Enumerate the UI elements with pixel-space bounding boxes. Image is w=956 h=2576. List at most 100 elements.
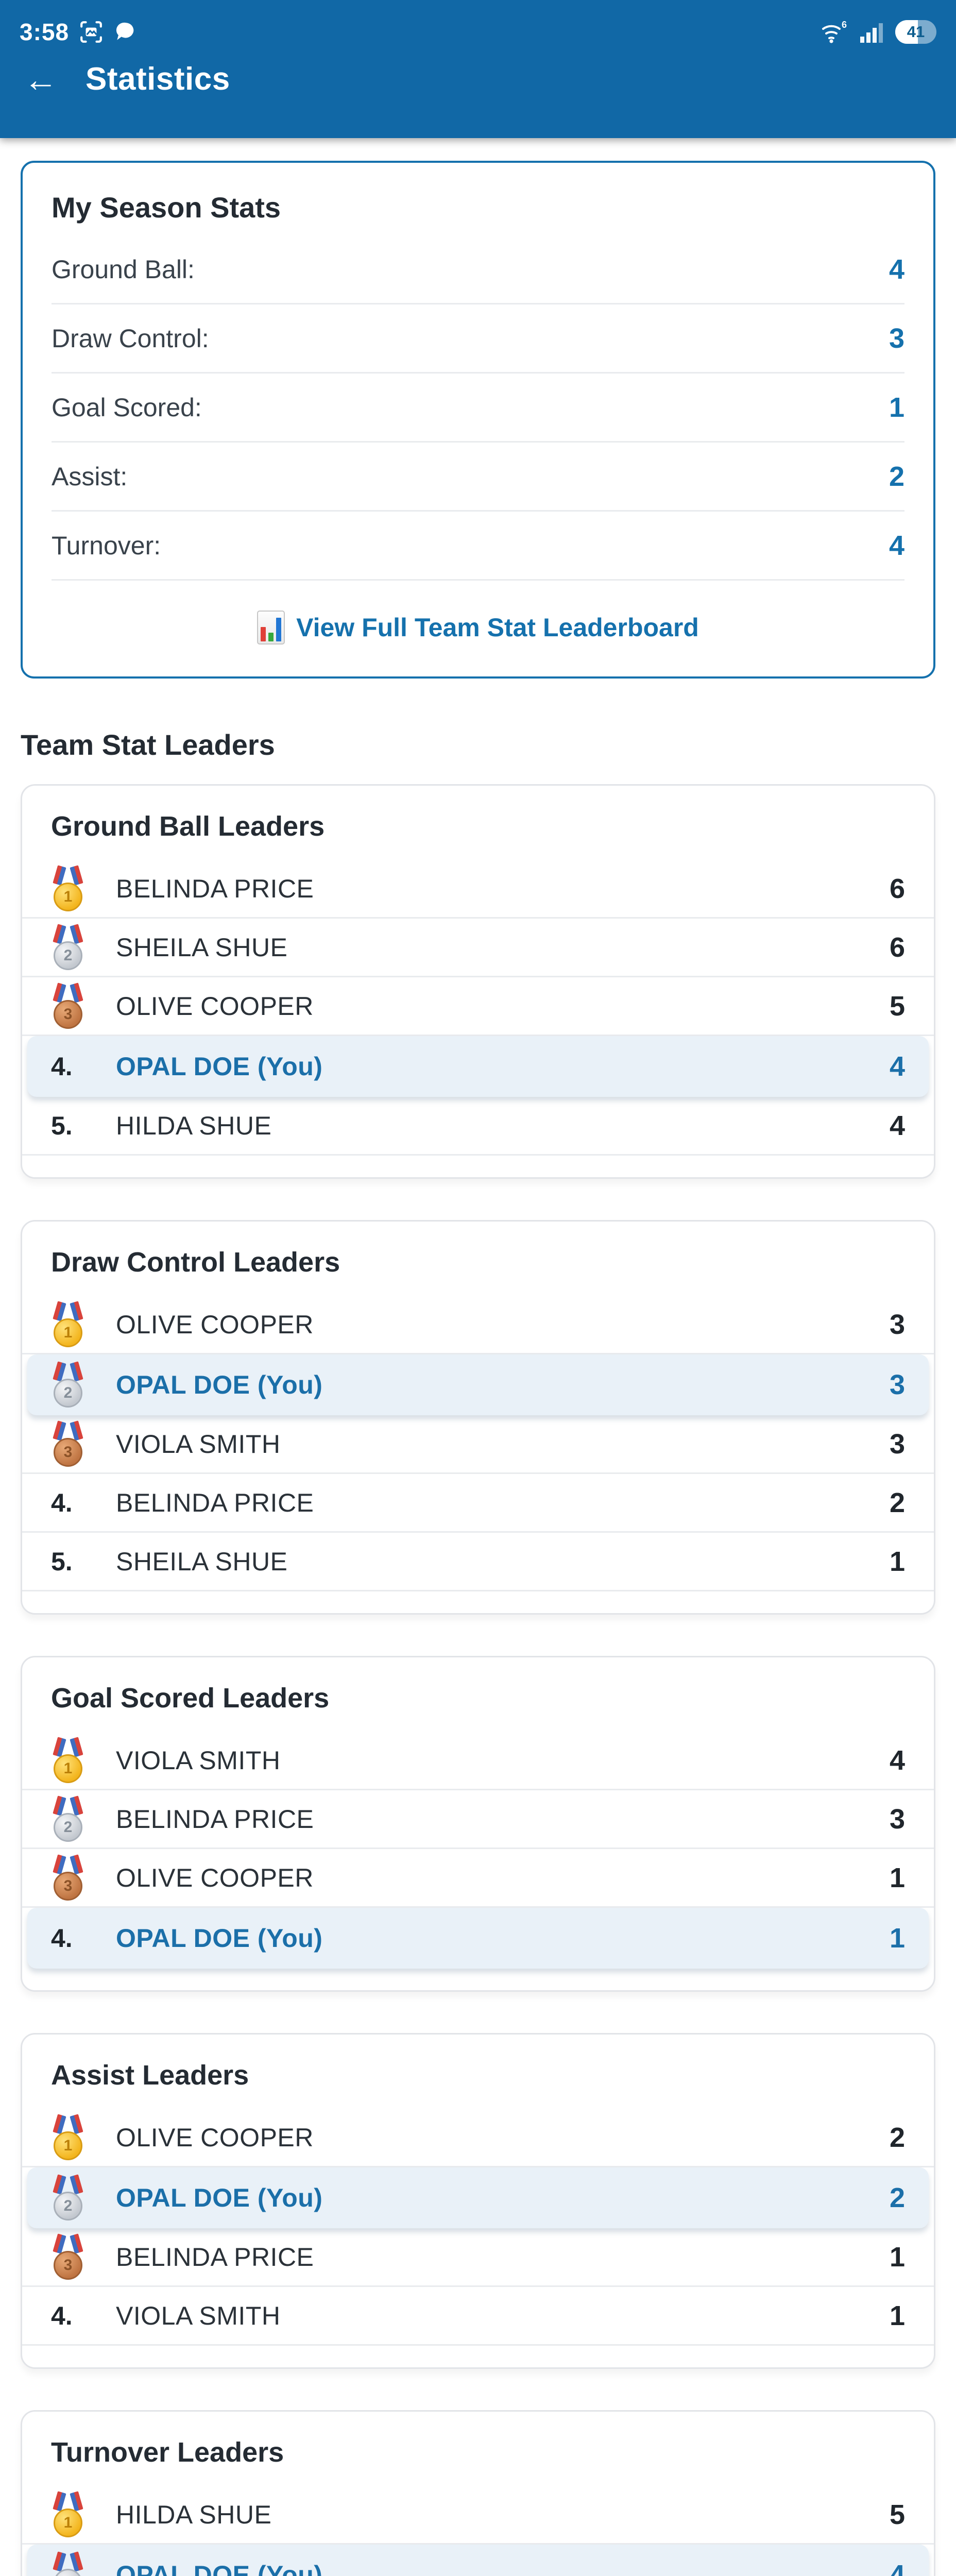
leader-row: 5. HILDA SHUE 4 (22, 1097, 934, 1156)
team-stat-leaders-heading: Team Stat Leaders (21, 728, 275, 761)
goal-scored-leaders-card: Goal Scored Leaders 1 VIOLA SMITH 4 2 BE… (21, 1656, 935, 1992)
season-stat-row: Assist: 2 (52, 443, 904, 512)
stat-value: 6 (889, 873, 905, 904)
leader-row: 1 VIOLA SMITH 4 (22, 1732, 934, 1790)
player-name: OLIVE COOPER (116, 1863, 314, 1892)
season-stats-title: My Season Stats (52, 191, 281, 224)
player-name: VIOLA SMITH (116, 2301, 281, 2330)
player-name: VIOLA SMITH (116, 1429, 281, 1459)
leader-row-you: 2 OPAL DOE (You) 4 (27, 2545, 929, 2576)
player-name: SHEILA SHUE (116, 933, 288, 962)
player-name: OPAL DOE (You) (116, 1924, 323, 1953)
gold-medal-icon: 1 (51, 2113, 85, 2160)
player-name: BELINDA PRICE (116, 1488, 314, 1517)
leader-row-you: 2 OPAL DOE (You) 3 (27, 1354, 929, 1415)
nav-bar: ← Statistics (0, 54, 956, 97)
assist-leaders-card: Assist Leaders 1 OLIVE COOPER 2 2 OPAL D… (21, 2033, 935, 2369)
silver-medal-icon: 2 (51, 923, 85, 970)
player-name: HILDA SHUE (116, 2500, 272, 2529)
stat-value: 4 (889, 2560, 905, 2576)
ground-ball-leaders-card: Ground Ball Leaders 1 BELINDA PRICE 6 2 … (21, 784, 935, 1179)
page-title: Statistics (86, 61, 230, 97)
leader-row: 3 OLIVE COOPER 1 (22, 1849, 934, 1908)
gold-medal-icon: 1 (51, 1736, 85, 1783)
bronze-medal-icon: 3 (51, 1854, 85, 1901)
bronze-medal-icon: 3 (51, 1420, 85, 1467)
screenshot-icon (79, 20, 103, 44)
stat-value: 3 (889, 1428, 905, 1460)
player-name: BELINDA PRICE (116, 1804, 314, 1834)
player-name: OLIVE COOPER (116, 1310, 314, 1339)
stat-value: 2 (889, 461, 904, 492)
player-name: OLIVE COOPER (116, 2123, 314, 2152)
rank-number: 4. (51, 2301, 73, 2330)
silver-medal-icon: 2 (51, 2551, 85, 2576)
stat-value: 2 (889, 1487, 905, 1518)
leader-row: 4. BELINDA PRICE 2 (22, 1474, 934, 1533)
player-name: BELINDA PRICE (116, 874, 314, 903)
card-title: Goal Scored Leaders (51, 1683, 330, 1714)
stat-value: 1 (889, 2300, 905, 2331)
view-leaderboard-label: View Full Team Stat Leaderboard (296, 613, 699, 642)
player-name: OPAL DOE (You) (116, 2183, 323, 2212)
leader-row: 2 BELINDA PRICE 3 (22, 1790, 934, 1849)
leader-row-you: 4. OPAL DOE (You) 1 (27, 1908, 929, 1969)
leader-row: 1 OLIVE COOPER 2 (22, 2109, 934, 2167)
leader-row: 3 BELINDA PRICE 1 (22, 2228, 934, 2287)
leader-row: 1 BELINDA PRICE 6 (22, 860, 934, 919)
stat-label: Ground Ball: (52, 255, 195, 284)
player-name: OPAL DOE (You) (116, 1370, 323, 1399)
bronze-medal-icon: 3 (51, 2233, 85, 2280)
view-leaderboard-link[interactable]: View Full Team Stat Leaderboard (52, 611, 904, 645)
season-stat-row: Goal Scored: 1 (52, 374, 904, 443)
leader-row-you: 2 OPAL DOE (You) 2 (27, 2167, 929, 2228)
rank-number: 5. (51, 1111, 73, 1140)
leader-row: 5. SHEILA SHUE 1 (22, 1533, 934, 1591)
stat-value: 1 (889, 2241, 905, 2273)
leader-row-you: 4. OPAL DOE (You) 4 (27, 1036, 929, 1097)
stat-value: 3 (889, 1309, 905, 1340)
player-name: OPAL DOE (You) (116, 2561, 323, 2576)
rank-number: 5. (51, 1547, 73, 1576)
stat-label: Assist: (52, 462, 128, 491)
stat-label: Turnover: (52, 531, 161, 560)
player-name: BELINDA PRICE (116, 2242, 314, 2272)
stat-value: 2 (889, 2122, 905, 2153)
card-title: Turnover Leaders (51, 2437, 284, 2468)
gold-medal-icon: 1 (51, 2490, 85, 2537)
stat-value: 1 (889, 392, 904, 423)
bronze-medal-icon: 3 (51, 982, 85, 1029)
season-stat-row: Turnover: 4 (52, 512, 904, 581)
leader-row: 4. VIOLA SMITH 1 (22, 2287, 934, 2346)
season-stat-row: Ground Ball: 4 (52, 235, 904, 304)
stat-value: 1 (889, 1546, 905, 1577)
turnover-leaders-card: Turnover Leaders 1 HILDA SHUE 5 2 OPAL D… (21, 2410, 935, 2576)
player-name: SHEILA SHUE (116, 1547, 288, 1576)
card-title: Draw Control Leaders (51, 1247, 340, 1278)
stat-value: 4 (889, 1051, 905, 1082)
status-time: 3:58 (20, 19, 70, 45)
silver-medal-icon: 2 (51, 1361, 85, 1408)
stat-value: 3 (889, 323, 904, 354)
rank-number: 4. (51, 1052, 73, 1081)
stat-value: 5 (889, 2499, 905, 2530)
draw-control-leaders-card: Draw Control Leaders 1 OLIVE COOPER 3 2 … (21, 1220, 935, 1615)
battery-percent: 41 (907, 23, 925, 41)
stat-value: 4 (889, 253, 904, 285)
status-bar: 3:58 6 41 (0, 0, 956, 54)
stat-value: 1 (889, 1923, 905, 1954)
app-bar: 3:58 6 41 ← Statistics (0, 0, 956, 138)
card-title: Ground Ball Leaders (51, 811, 325, 842)
stat-value: 3 (889, 1803, 905, 1835)
stat-value: 4 (889, 1744, 905, 1776)
stat-label: Draw Control: (52, 324, 209, 353)
rank-number: 4. (51, 1488, 73, 1517)
player-name: OPAL DOE (You) (116, 1052, 323, 1081)
back-arrow-icon[interactable]: ← (24, 60, 58, 98)
leader-row: 2 SHEILA SHUE 6 (22, 919, 934, 977)
chat-bubble-icon (113, 20, 137, 44)
stat-value: 4 (889, 530, 904, 561)
leader-row: 3 OLIVE COOPER 5 (22, 977, 934, 1036)
stat-value: 6 (889, 931, 905, 963)
silver-medal-icon: 2 (51, 2174, 85, 2221)
